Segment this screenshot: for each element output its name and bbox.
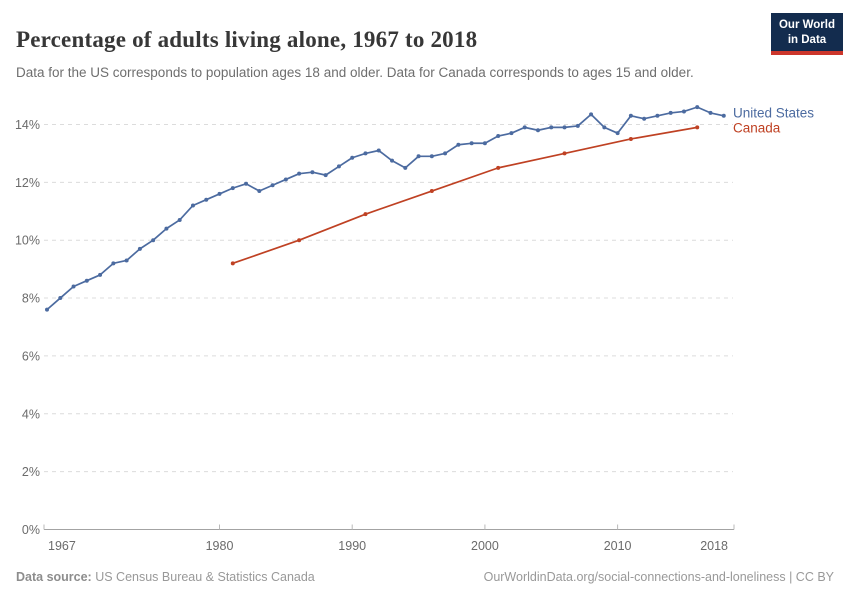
- data-point-united-states-2014[interactable]: [668, 110, 673, 115]
- chart-subtitle: Data for the US corresponds to populatio…: [16, 64, 694, 80]
- data-point-united-states-2011[interactable]: [628, 113, 633, 118]
- data-source-label: Data source:: [16, 570, 92, 584]
- data-point-united-states-1996[interactable]: [429, 154, 434, 159]
- y-tick-label-0: 0%: [22, 523, 40, 537]
- data-point-united-states-1979[interactable]: [204, 197, 209, 202]
- data-point-united-states-2017[interactable]: [708, 110, 713, 115]
- data-point-canada-2006[interactable]: [562, 151, 567, 156]
- data-point-united-states-2007[interactable]: [575, 123, 580, 128]
- legend-label-canada[interactable]: Canada: [733, 121, 781, 136]
- citation-link[interactable]: OurWorldinData.org/social-connections-an…: [483, 570, 834, 584]
- data-point-united-states-1982[interactable]: [244, 181, 249, 186]
- x-tick-label-2000: 2000: [471, 539, 499, 553]
- data-point-united-states-1989[interactable]: [336, 164, 341, 169]
- y-tick-label-4: 4%: [22, 407, 40, 421]
- data-point-united-states-1986[interactable]: [297, 171, 302, 176]
- data-point-united-states-1973[interactable]: [124, 258, 129, 263]
- data-point-united-states-2015[interactable]: [681, 109, 686, 114]
- x-tick-label-1967: 1967: [48, 539, 76, 553]
- data-point-canada-1986[interactable]: [297, 238, 302, 243]
- data-point-united-states-1976[interactable]: [164, 226, 169, 231]
- data-point-united-states-1969[interactable]: [71, 284, 76, 289]
- data-point-united-states-2018[interactable]: [721, 113, 726, 118]
- data-point-united-states-2012[interactable]: [642, 116, 647, 121]
- data-point-united-states-1980[interactable]: [217, 191, 222, 196]
- series-canada[interactable]: [230, 125, 700, 266]
- data-point-united-states-2009[interactable]: [602, 125, 607, 130]
- data-point-united-states-1993[interactable]: [390, 158, 395, 163]
- data-point-united-states-1987[interactable]: [310, 170, 315, 175]
- y-tick-label-14: 14%: [15, 118, 40, 132]
- data-point-united-states-1975[interactable]: [151, 238, 156, 243]
- y-tick-label-6: 6%: [22, 349, 40, 363]
- data-point-united-states-1994[interactable]: [403, 165, 408, 170]
- data-source-note: Data source: US Census Bureau & Statisti…: [16, 570, 315, 584]
- data-point-united-states-1970[interactable]: [84, 278, 89, 283]
- data-point-united-states-2005[interactable]: [549, 125, 554, 130]
- data-point-united-states-2013[interactable]: [655, 113, 660, 118]
- series-united-states[interactable]: [45, 105, 726, 312]
- data-point-united-states-1999[interactable]: [469, 141, 474, 146]
- data-point-united-states-1991[interactable]: [363, 151, 368, 156]
- x-tick-label-2010: 2010: [604, 539, 632, 553]
- data-point-united-states-1988[interactable]: [323, 173, 328, 178]
- data-point-united-states-1971[interactable]: [98, 272, 103, 277]
- legend-label-united-states[interactable]: United States: [733, 106, 814, 121]
- data-source-text: US Census Bureau & Statistics Canada: [91, 570, 315, 584]
- data-point-united-states-2010[interactable]: [615, 131, 620, 136]
- data-point-united-states-1968[interactable]: [58, 296, 63, 301]
- data-point-canada-1981[interactable]: [230, 261, 235, 266]
- series-line-canada[interactable]: [231, 126, 699, 265]
- data-point-united-states-1990[interactable]: [350, 155, 355, 160]
- data-point-canada-2016[interactable]: [695, 125, 700, 130]
- x-tick-label-1990: 1990: [338, 539, 366, 553]
- page-title: Percentage of adults living alone, 1967 …: [16, 27, 478, 53]
- data-point-united-states-1974[interactable]: [137, 246, 142, 251]
- data-point-united-states-1998[interactable]: [456, 142, 461, 147]
- owid-logo-line1: Our World: [778, 19, 835, 31]
- y-tick-label-12: 12%: [15, 176, 40, 190]
- data-point-united-states-2008[interactable]: [589, 112, 594, 117]
- y-tick-label-10: 10%: [15, 234, 40, 248]
- data-point-united-states-2002[interactable]: [509, 131, 514, 136]
- data-point-united-states-2004[interactable]: [535, 128, 540, 133]
- data-point-canada-1996[interactable]: [429, 189, 434, 194]
- x-tick-label-1980: 1980: [206, 539, 234, 553]
- data-point-united-states-2000[interactable]: [482, 141, 487, 146]
- data-point-united-states-1992[interactable]: [376, 148, 381, 153]
- data-point-canada-1991[interactable]: [363, 212, 368, 217]
- data-point-united-states-1995[interactable]: [416, 154, 421, 159]
- data-point-united-states-2003[interactable]: [522, 125, 527, 130]
- owid-logo-line2: in Data: [787, 33, 827, 46]
- y-tick-label-8: 8%: [22, 292, 40, 306]
- data-point-united-states-1984[interactable]: [270, 183, 275, 188]
- data-point-united-states-1983[interactable]: [257, 189, 262, 194]
- data-point-united-states-1978[interactable]: [190, 203, 195, 208]
- data-point-united-states-2016[interactable]: [695, 105, 700, 110]
- data-point-canada-2001[interactable]: [496, 165, 501, 170]
- data-point-united-states-1972[interactable]: [111, 261, 116, 266]
- data-point-united-states-2001[interactable]: [496, 134, 501, 139]
- data-point-united-states-1997[interactable]: [443, 151, 448, 156]
- x-tick-label-2018: 2018: [700, 539, 728, 553]
- data-point-united-states-2006[interactable]: [562, 125, 567, 130]
- owid-logo[interactable]: Our World in Data: [771, 13, 843, 55]
- data-point-united-states-1977[interactable]: [177, 217, 182, 222]
- data-point-united-states-1967[interactable]: [45, 307, 49, 312]
- data-point-united-states-1981[interactable]: [230, 186, 235, 191]
- data-point-united-states-1985[interactable]: [283, 177, 288, 182]
- series-line-united-states[interactable]: [46, 106, 725, 311]
- y-tick-label-2: 2%: [22, 465, 40, 479]
- data-point-canada-2011[interactable]: [628, 136, 633, 141]
